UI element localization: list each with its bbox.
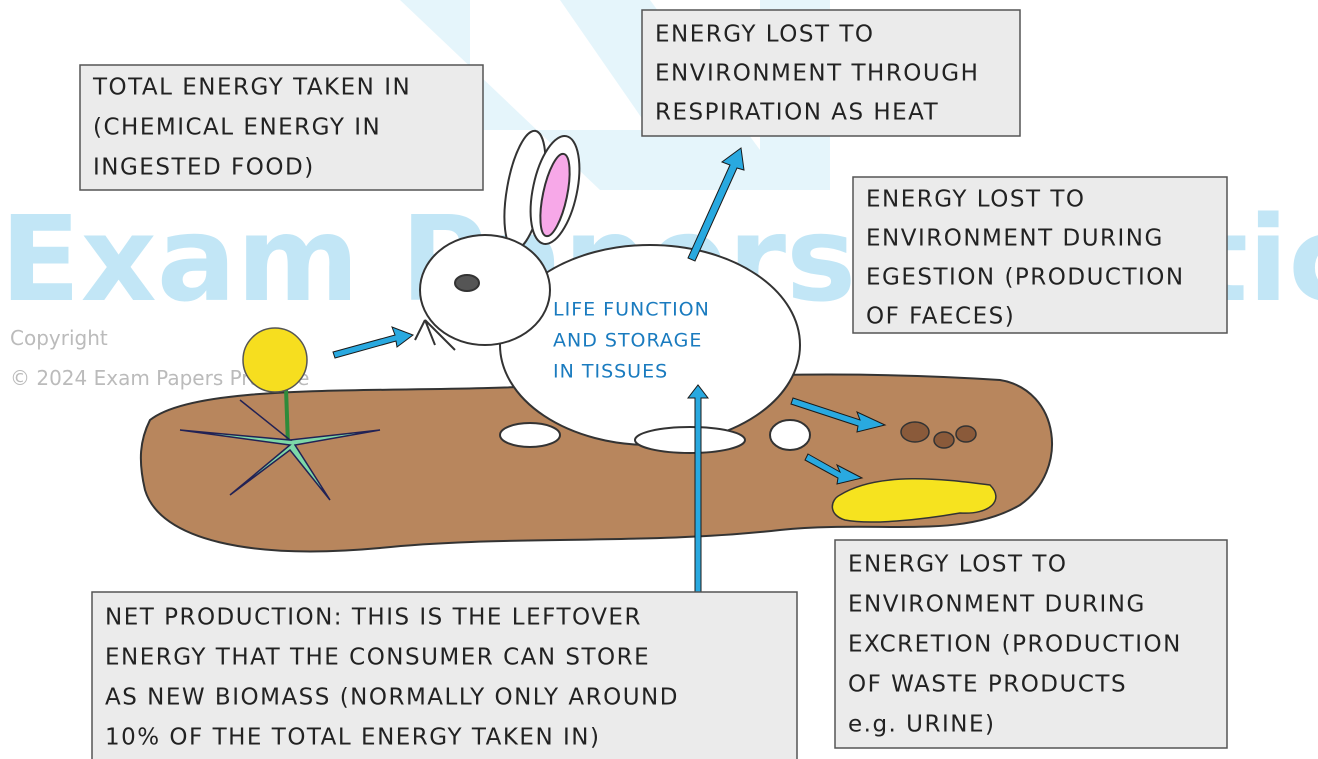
box-text: (CHEMICAL ENERGY IN [93, 115, 381, 141]
arrow [333, 327, 413, 358]
box-text: ENVIRONMENT THROUGH [655, 61, 979, 87]
box-text: NET PRODUCTION: THIS IS THE LEFTOVER [105, 605, 642, 631]
box-text: ENVIRONMENT DURING [866, 226, 1164, 252]
box-text: TOTAL ENERGY TAKEN IN [92, 75, 411, 101]
box-text: AS NEW BIOMASS (NORMALLY ONLY AROUND [105, 685, 679, 711]
center-label: IN TISSUES [553, 361, 668, 383]
diagram: Exam Papers Practice Copyright © 2024 Ex… [0, 0, 1318, 759]
box-text: ENERGY THAT THE CONSUMER CAN STORE [105, 645, 650, 671]
center-label: LIFE FUNCTION [553, 299, 710, 321]
watermark-copyright: Copyright [10, 326, 108, 350]
box-text: ENVIRONMENT DURING [848, 592, 1146, 618]
box-text: ENERGY LOST TO [655, 22, 875, 48]
box-text: RESPIRATION AS HEAT [655, 100, 939, 126]
box-text: ENERGY LOST TO [866, 187, 1086, 213]
box-text: ENERGY LOST TO [848, 552, 1068, 578]
center-label: AND STORAGE [553, 330, 702, 352]
box-text: OF WASTE PRODUCTS [848, 672, 1127, 698]
box-text: EGESTION (PRODUCTION [866, 265, 1185, 291]
box-text: INGESTED FOOD) [93, 155, 315, 181]
box-text: 10% OF THE TOTAL ENERGY TAKEN IN) [105, 725, 600, 751]
box-text: EXCRETION (PRODUCTION [848, 632, 1182, 658]
box-text: e.g. URINE) [848, 712, 996, 738]
box-text: OF FAECES) [866, 304, 1015, 330]
